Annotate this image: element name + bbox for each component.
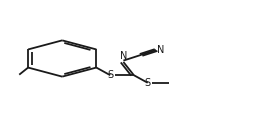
Text: N: N [157,45,164,55]
Text: N: N [120,51,127,61]
Text: S: S [145,78,151,88]
Text: S: S [107,70,113,80]
